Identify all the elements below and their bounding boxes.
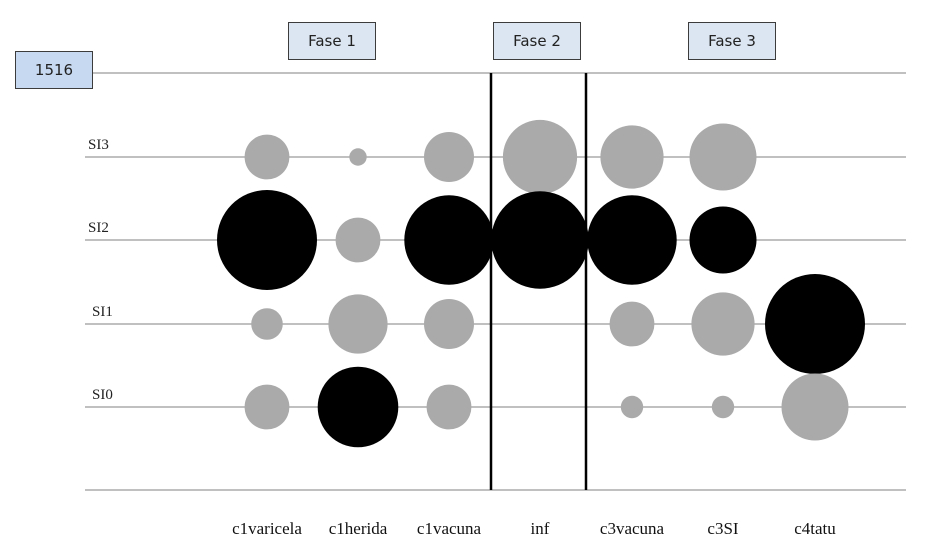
bubble-c1herida-si2 (335, 217, 381, 263)
bubble-c4tatu-si1 (765, 274, 865, 374)
phase-dividers (489, 73, 588, 490)
y-tick-si3: SI3 (88, 137, 109, 153)
bubble-c3si-si2 (689, 206, 757, 274)
x-tick-c3vacuna: c3vacuna (600, 519, 665, 538)
x-tick-labels: c1varicela c1herida c1vacuna inf c3vacuna c3S… (232, 519, 836, 538)
grid-lines (85, 72, 906, 491)
y-tick-si2: SI2 (88, 220, 109, 236)
bubble-c1varicela-si2 (217, 190, 317, 290)
phase-1-label: Fase 1 (308, 32, 356, 50)
subject-id-box: 1516 (15, 51, 93, 89)
subject-id-label: 1516 (34, 61, 74, 79)
bubble-c3vacuna-si1 (609, 301, 655, 347)
bubble-c3si-si0 (711, 395, 735, 419)
bubble-c3si-si1 (691, 292, 755, 356)
phase-3-label: Fase 3 (708, 32, 756, 50)
bubble-c3vacuna-si3 (600, 125, 664, 189)
bubble-c3vacuna-si2 (587, 195, 677, 285)
bubble-c1vacuna-si0 (426, 384, 472, 430)
x-tick-c1vacuna: c1vacuna (417, 519, 482, 538)
bubble-c1varicela-si0 (244, 384, 290, 430)
x-tick-c1herida: c1herida (329, 519, 388, 538)
bubble-c1vacuna-si2 (404, 195, 494, 285)
x-tick-inf: inf (531, 519, 550, 538)
bubble-c1herida-si0 (317, 366, 399, 448)
y-tick-si1: SI1 (92, 304, 113, 320)
x-tick-c4tatu: c4tatu (794, 519, 836, 538)
bubble-c1vacuna-si1 (424, 299, 474, 349)
phase-3-box: Fase 3 (688, 22, 776, 60)
x-tick-c1varicela: c1varicela (232, 519, 302, 538)
phase-2-box: Fase 2 (493, 22, 581, 60)
bubble-c1herida-si1 (328, 294, 388, 354)
bubble-c1vacuna-si3 (424, 132, 474, 182)
bubble-c1varicela-si1 (251, 308, 283, 340)
bubble-c1herida-si3 (349, 148, 367, 166)
bubble-c3si-si3 (689, 123, 757, 191)
phase-2-label: Fase 2 (513, 32, 561, 50)
bubbles (217, 119, 865, 448)
bubble-inf-si2 (491, 191, 589, 289)
y-tick-labels: SI0 SI1 SI2 SI3 (88, 137, 113, 403)
bubble-inf-si3 (502, 119, 578, 195)
y-tick-si0: SI0 (92, 387, 113, 403)
bubble-c4tatu-si0 (781, 373, 849, 441)
bubble-c3vacuna-si0 (620, 395, 644, 419)
phase-1-box: Fase 1 (288, 22, 376, 60)
bubble-c1varicela-si3 (244, 134, 290, 180)
x-tick-c3si: c3SI (707, 519, 739, 538)
